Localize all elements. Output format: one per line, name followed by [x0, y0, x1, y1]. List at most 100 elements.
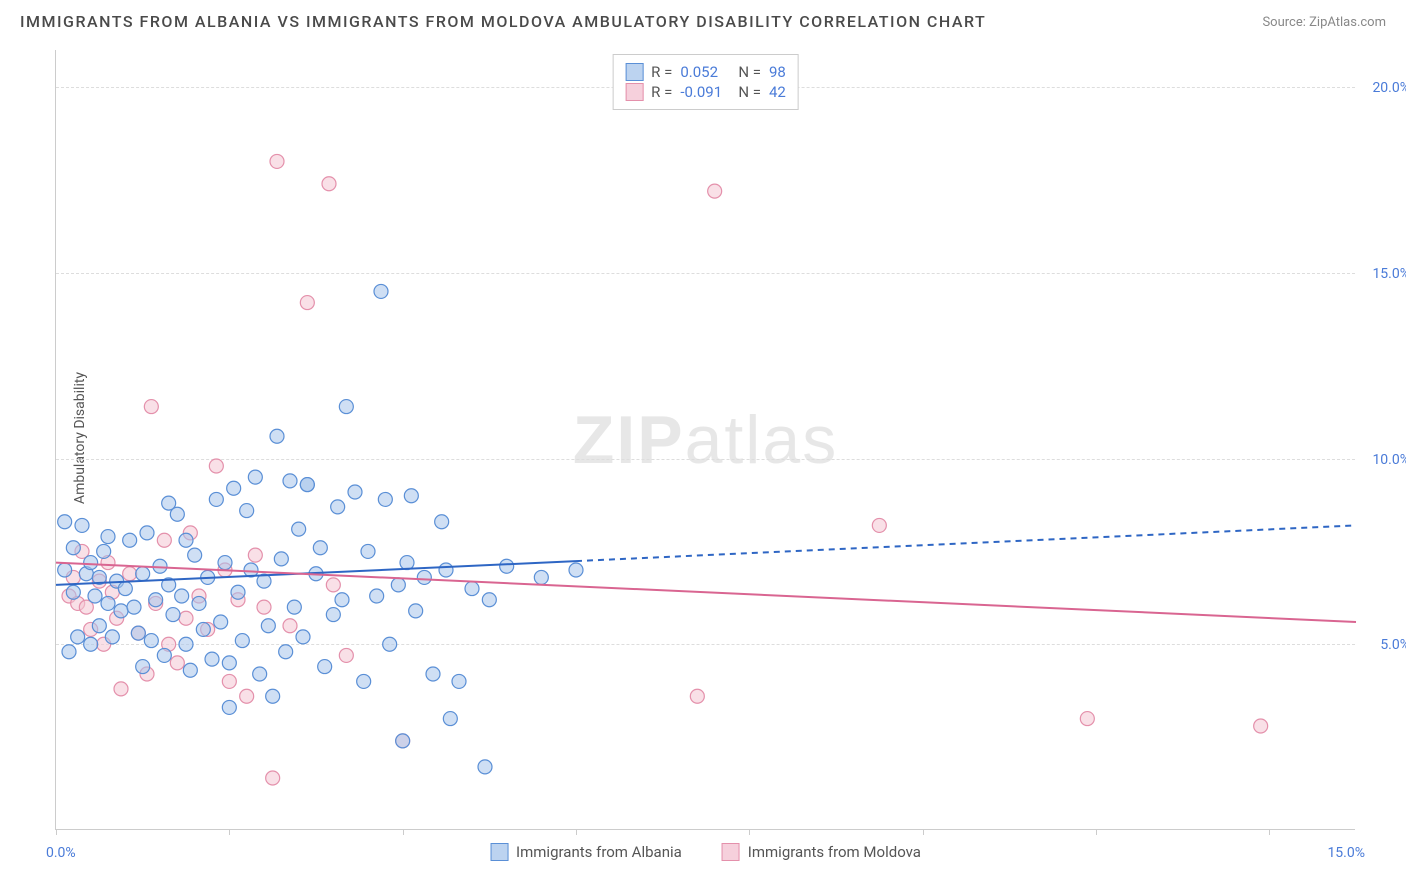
swatch-moldova-icon [722, 843, 740, 861]
scatter-point [326, 578, 340, 592]
x-axis-label-min: 0.0% [46, 845, 76, 861]
scatter-point [222, 656, 236, 670]
scatter-point [127, 600, 141, 614]
scatter-point [270, 154, 284, 168]
scatter-point [114, 604, 128, 618]
scatter-point [253, 667, 267, 681]
scatter-point [357, 674, 371, 688]
scatter-point [383, 637, 397, 651]
scatter-point [136, 567, 150, 581]
scatter-point [162, 496, 176, 510]
scatter-point [690, 689, 704, 703]
scatter-point [66, 585, 80, 599]
scatter-point [92, 619, 106, 633]
scatter-point [218, 556, 232, 570]
legend-item-moldova: Immigrants from Moldova [722, 843, 921, 861]
scatter-point [443, 712, 457, 726]
scatter-point [400, 556, 414, 570]
r-value-albania: 0.052 [680, 63, 730, 81]
legend-label-moldova: Immigrants from Moldova [748, 843, 921, 861]
scatter-point [283, 474, 297, 488]
x-tick [923, 829, 924, 835]
legend-item-albania: Immigrants from Albania [490, 843, 682, 861]
scatter-point [105, 630, 119, 644]
scatter-point [313, 541, 327, 555]
scatter-point [266, 771, 280, 785]
scatter-point [348, 485, 362, 499]
scatter-point [101, 596, 115, 610]
y-tick-label: 10.0% [1360, 452, 1406, 468]
scatter-point [209, 492, 223, 506]
y-tick-label: 5.0% [1360, 637, 1406, 653]
chart-title: IMMIGRANTS FROM ALBANIA VS IMMIGRANTS FR… [20, 12, 986, 31]
scatter-point [1080, 712, 1094, 726]
x-tick [1269, 829, 1270, 835]
scatter-point [500, 559, 514, 573]
scatter-point [322, 177, 336, 191]
scatter-point [296, 630, 310, 644]
x-tick [749, 829, 750, 835]
scatter-point [300, 296, 314, 310]
r-label: R = [651, 83, 672, 101]
scatter-point [318, 660, 332, 674]
x-tick [1096, 829, 1097, 835]
trend-line-dashed [576, 525, 1356, 561]
scatter-point [287, 600, 301, 614]
source-name: ZipAtlas.com [1309, 15, 1386, 30]
scatter-point [188, 548, 202, 562]
scatter-point [872, 518, 886, 532]
scatter-point [240, 689, 254, 703]
scatter-point [292, 522, 306, 536]
source-label: Source: [1262, 15, 1305, 30]
scatter-point [140, 526, 154, 540]
correlation-stats-box: R = 0.052 N = 98 R = -0.091 N = 42 [612, 54, 799, 110]
scatter-point [66, 541, 80, 555]
scatter-point [157, 533, 171, 547]
scatter-point [144, 634, 158, 648]
scatter-point [196, 622, 210, 636]
scatter-point [335, 593, 349, 607]
scatter-point [452, 674, 466, 688]
scatter-point [534, 570, 548, 584]
x-tick [403, 829, 404, 835]
scatter-point [266, 689, 280, 703]
n-value-moldova: 42 [769, 83, 786, 101]
x-tick [229, 829, 230, 835]
swatch-moldova-icon [625, 83, 643, 101]
scatter-point [170, 656, 184, 670]
x-tick [576, 829, 577, 835]
scatter-point [426, 667, 440, 681]
scatter-point [157, 648, 171, 662]
stats-row-albania: R = 0.052 N = 98 [625, 63, 786, 81]
scatter-point [339, 648, 353, 662]
scatter-point [482, 593, 496, 607]
scatter-point [404, 489, 418, 503]
scatter-point [465, 582, 479, 596]
scatter-point [183, 663, 197, 677]
scatter-point [261, 619, 275, 633]
y-tick-label: 20.0% [1360, 80, 1406, 96]
scatter-point [84, 637, 98, 651]
scatter-point [144, 400, 158, 414]
scatter-point [149, 593, 163, 607]
scatter-point [75, 518, 89, 532]
scatter-point [231, 585, 245, 599]
scatter-point [279, 645, 293, 659]
scatter-point [214, 615, 228, 629]
scatter-point [274, 552, 288, 566]
scatter-point [378, 492, 392, 506]
scatter-point [209, 459, 223, 473]
scatter-point [240, 504, 254, 518]
scatter-point [361, 544, 375, 558]
scatter-point [569, 563, 583, 577]
scatter-point [283, 619, 297, 633]
scatter-point [123, 567, 137, 581]
scatter-point [270, 429, 284, 443]
n-label: N = [738, 63, 761, 81]
r-label: R = [651, 63, 672, 81]
legend-bottom: Immigrants from Albania Immigrants from … [490, 843, 921, 861]
scatter-point [391, 578, 405, 592]
scatter-plot-svg [56, 50, 1355, 829]
scatter-point [118, 582, 132, 596]
scatter-point [417, 570, 431, 584]
